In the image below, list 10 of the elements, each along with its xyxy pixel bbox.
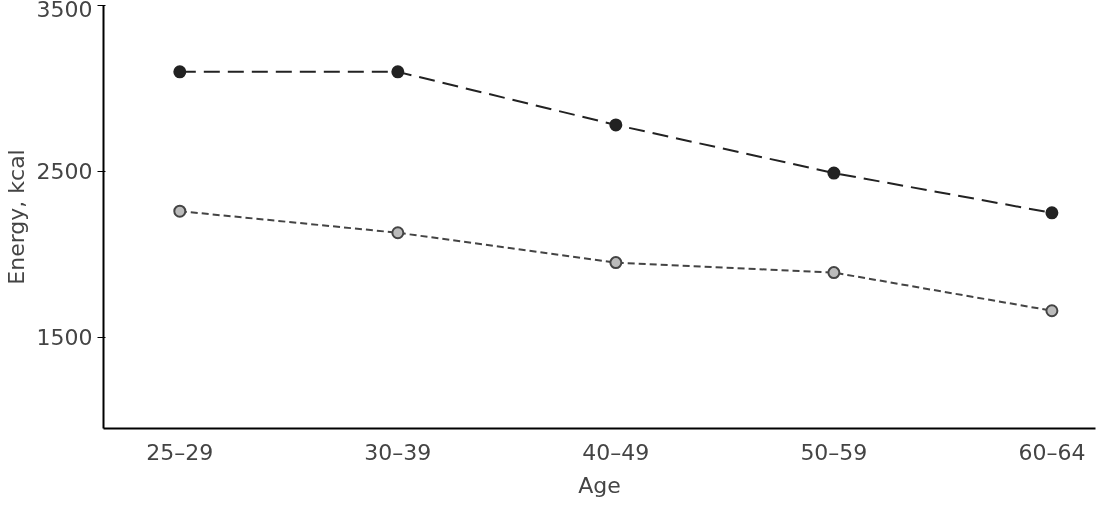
x-tick-label: 60–64 — [1018, 439, 1086, 465]
y-tick-label: 2500 — [36, 159, 93, 185]
y-tick-label: 3500 — [36, 0, 93, 22]
x-tick-label: 30–39 — [364, 439, 432, 465]
y-tick-label: 1500 — [36, 325, 93, 351]
x-axis-title: Age — [578, 472, 621, 498]
y-axis-title: Energy, kcal — [3, 149, 29, 285]
x-tick-label: 25–29 — [146, 439, 214, 465]
x-tick-label: 40–49 — [582, 439, 650, 465]
x-tick-label: 50–59 — [800, 439, 868, 465]
